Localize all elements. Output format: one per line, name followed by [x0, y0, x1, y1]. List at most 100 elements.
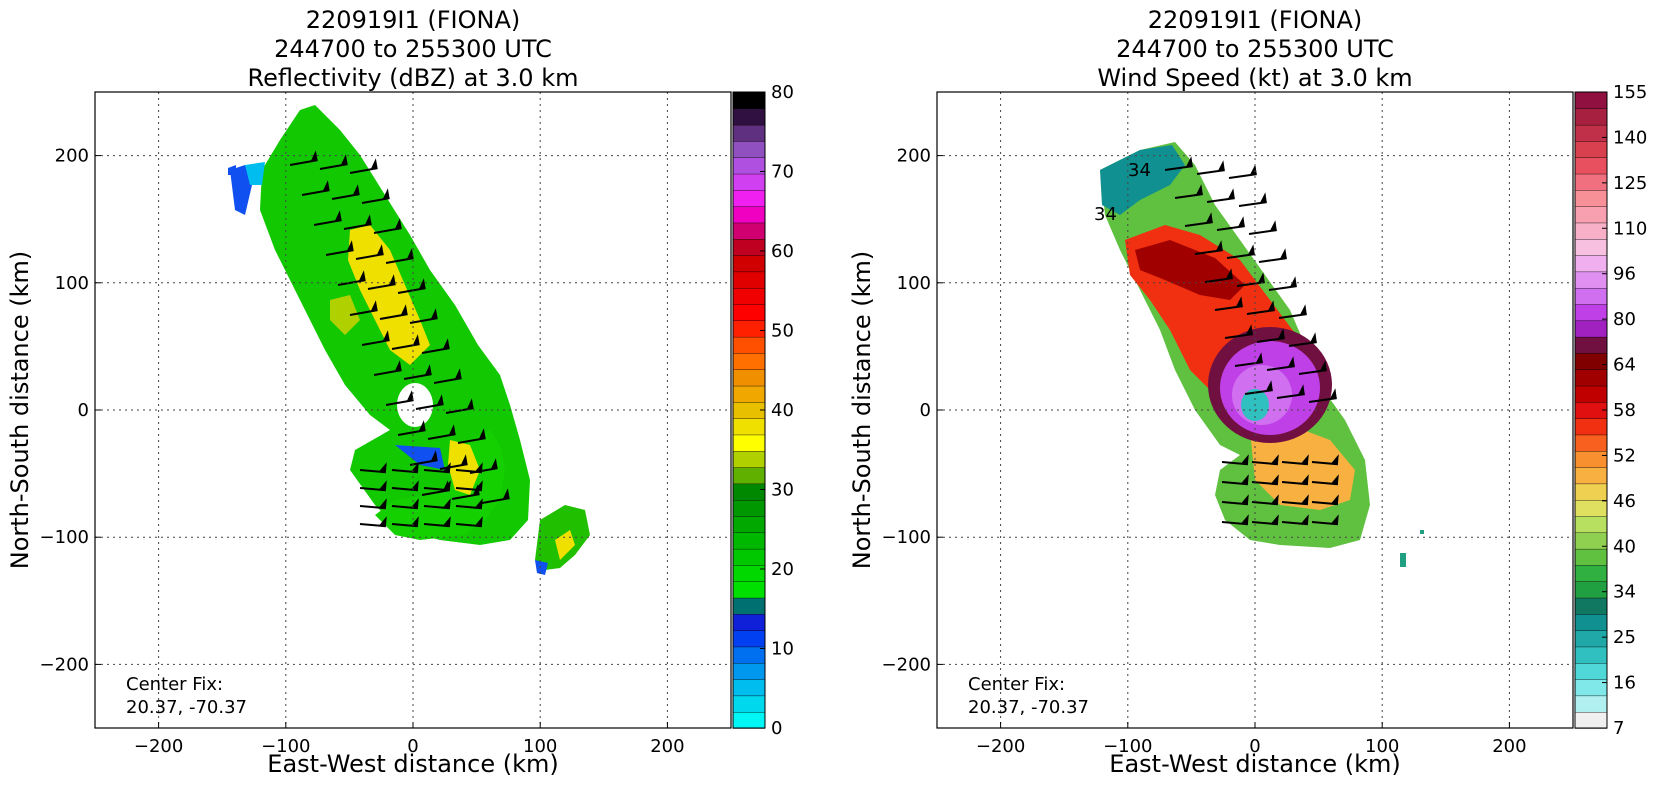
wind-barb-flag	[430, 450, 438, 462]
wind-barb	[1174, 193, 1203, 199]
colorbar-swatch	[1574, 91, 1608, 110]
colorbar-swatch	[732, 189, 766, 207]
y-tick-label: 100	[897, 273, 931, 294]
wind-barb-flag	[1270, 454, 1279, 465]
colorbar-swatch	[732, 581, 766, 599]
wind-barb	[1278, 313, 1307, 319]
wind-barb	[1246, 309, 1275, 315]
colorbar-swatch	[732, 124, 766, 142]
wind-barb-flag	[378, 480, 387, 491]
high-reflectivity-core	[330, 295, 360, 335]
wind-barb-flag	[418, 420, 426, 432]
colorbar-tick-label: 140	[1613, 127, 1647, 148]
wind-barb-flag	[502, 488, 510, 500]
wind-barb-flag	[370, 300, 378, 312]
high-reflectivity-core	[448, 440, 480, 495]
wind-barb-flag	[346, 240, 354, 252]
wind-barb-flag	[1249, 164, 1257, 176]
colorbar-tick-label: 70	[771, 162, 794, 183]
colorbar-tick-label: 52	[1613, 445, 1636, 466]
wind-barb-flag	[322, 180, 330, 192]
y-tick-label: 200	[55, 146, 89, 167]
eye	[397, 383, 433, 427]
wind-barb-flag	[1237, 216, 1245, 228]
wind-barb-flag	[466, 398, 474, 410]
wind-barb-flag	[460, 454, 468, 466]
colorbar-ticks: 0 10 20 30 40 50 60 70 80	[760, 82, 794, 739]
y-tick-label: −100	[882, 527, 931, 548]
colorbar-swatch	[732, 336, 766, 354]
colorbar-tick-label: 25	[1613, 627, 1636, 648]
wind-barb-flag	[1217, 160, 1225, 172]
x-tick-label: 0	[1249, 736, 1260, 757]
wind-barb-flag	[394, 218, 402, 230]
colorbar-swatch	[732, 369, 766, 387]
low-reflectivity-edge	[230, 165, 252, 215]
wind-barb-flag	[406, 390, 414, 402]
wind-barb-flag	[1240, 454, 1249, 465]
colorbar-swatch	[1574, 662, 1608, 680]
colorbar-tick-label: 10	[771, 639, 794, 660]
plot-grid	[937, 92, 1573, 728]
wind-barb-flag	[1259, 192, 1267, 204]
low-reflectivity-edge	[395, 445, 445, 470]
panel-title-line-3: Reflectivity (dBZ) at 3.0 km	[248, 64, 579, 92]
colorbar-swatch	[1574, 124, 1608, 142]
panel-title-line-3: Wind Speed (kt) at 3.0 km	[1097, 64, 1412, 92]
wind-barb-flag	[1270, 474, 1279, 485]
wind-barb	[1221, 521, 1248, 526]
colorbar-tick-label: 125	[1613, 173, 1647, 194]
colorbar-swatch	[1574, 515, 1608, 534]
colorbar-swatch	[732, 173, 766, 191]
low-reflectivity-edge	[245, 162, 265, 185]
wind-barb	[1221, 501, 1248, 506]
colorbar-swatch	[1574, 369, 1608, 387]
colorbar-swatch	[732, 662, 766, 680]
wind-barb-flag	[1215, 240, 1223, 252]
y-tick-label: −200	[882, 654, 931, 675]
wind-barb-flag	[430, 308, 438, 320]
wind-barb	[1216, 225, 1245, 231]
colorbar-swatch	[1574, 352, 1608, 370]
wind-barb-flag	[442, 338, 450, 350]
wind-barb	[1251, 481, 1278, 486]
wind-barb-flag	[1299, 304, 1307, 316]
wind-barb-flag	[1277, 328, 1285, 340]
colorbar-tick-label: 16	[1613, 673, 1636, 694]
x-axis-ticks: −200 −100 0 100 200	[976, 722, 1527, 757]
wind-barb-flag	[1330, 494, 1339, 505]
colorbar-swatch	[1574, 417, 1608, 436]
colorbar-swatch	[1574, 629, 1608, 648]
colorbar-tick-label: 60	[771, 241, 794, 262]
colorbar-tick-label: 7	[1613, 718, 1624, 739]
wind-barb	[1281, 521, 1308, 526]
y-axis-ticks: −200 −100 0 100 200	[882, 146, 943, 675]
x-axis-label: East-West distance (km)	[267, 750, 558, 778]
wind-barb	[1206, 197, 1235, 203]
colorbar-swatch	[1574, 678, 1608, 697]
center-fix-label: Center Fix:	[126, 674, 223, 695]
wind-barb-flag	[442, 516, 451, 527]
wind-barb	[1298, 369, 1327, 375]
wind-barb	[1281, 481, 1308, 486]
colorbar-tick-label: 46	[1613, 491, 1636, 512]
wind-barb-flag	[1255, 352, 1263, 364]
colorbar-swatch	[1574, 499, 1608, 517]
wind-barb	[1234, 361, 1263, 367]
wind-barb-flag	[358, 270, 366, 282]
wind-barb-flag	[1225, 268, 1233, 280]
wind-barb-flag	[1227, 188, 1235, 200]
colorbar-tick-label: 96	[1613, 264, 1636, 285]
wind-barb	[1266, 365, 1295, 371]
colorbar-swatch	[1574, 254, 1608, 273]
wind-barb	[1281, 461, 1308, 466]
wind-barb	[1221, 461, 1248, 466]
wind-barb-flag	[1279, 248, 1287, 260]
wind-barb	[1311, 501, 1338, 506]
x-axis-label: East-West distance (km)	[1109, 750, 1400, 778]
colorbar-ticks: 7 16 25 34 40 46 52 58 64 80 96 110 125 140 155	[1602, 82, 1647, 739]
wind-barb-flag	[474, 516, 483, 527]
colorbar-tick-label: 30	[771, 480, 794, 501]
wind-barb-flag	[364, 214, 372, 226]
wind-barb	[1311, 521, 1338, 526]
